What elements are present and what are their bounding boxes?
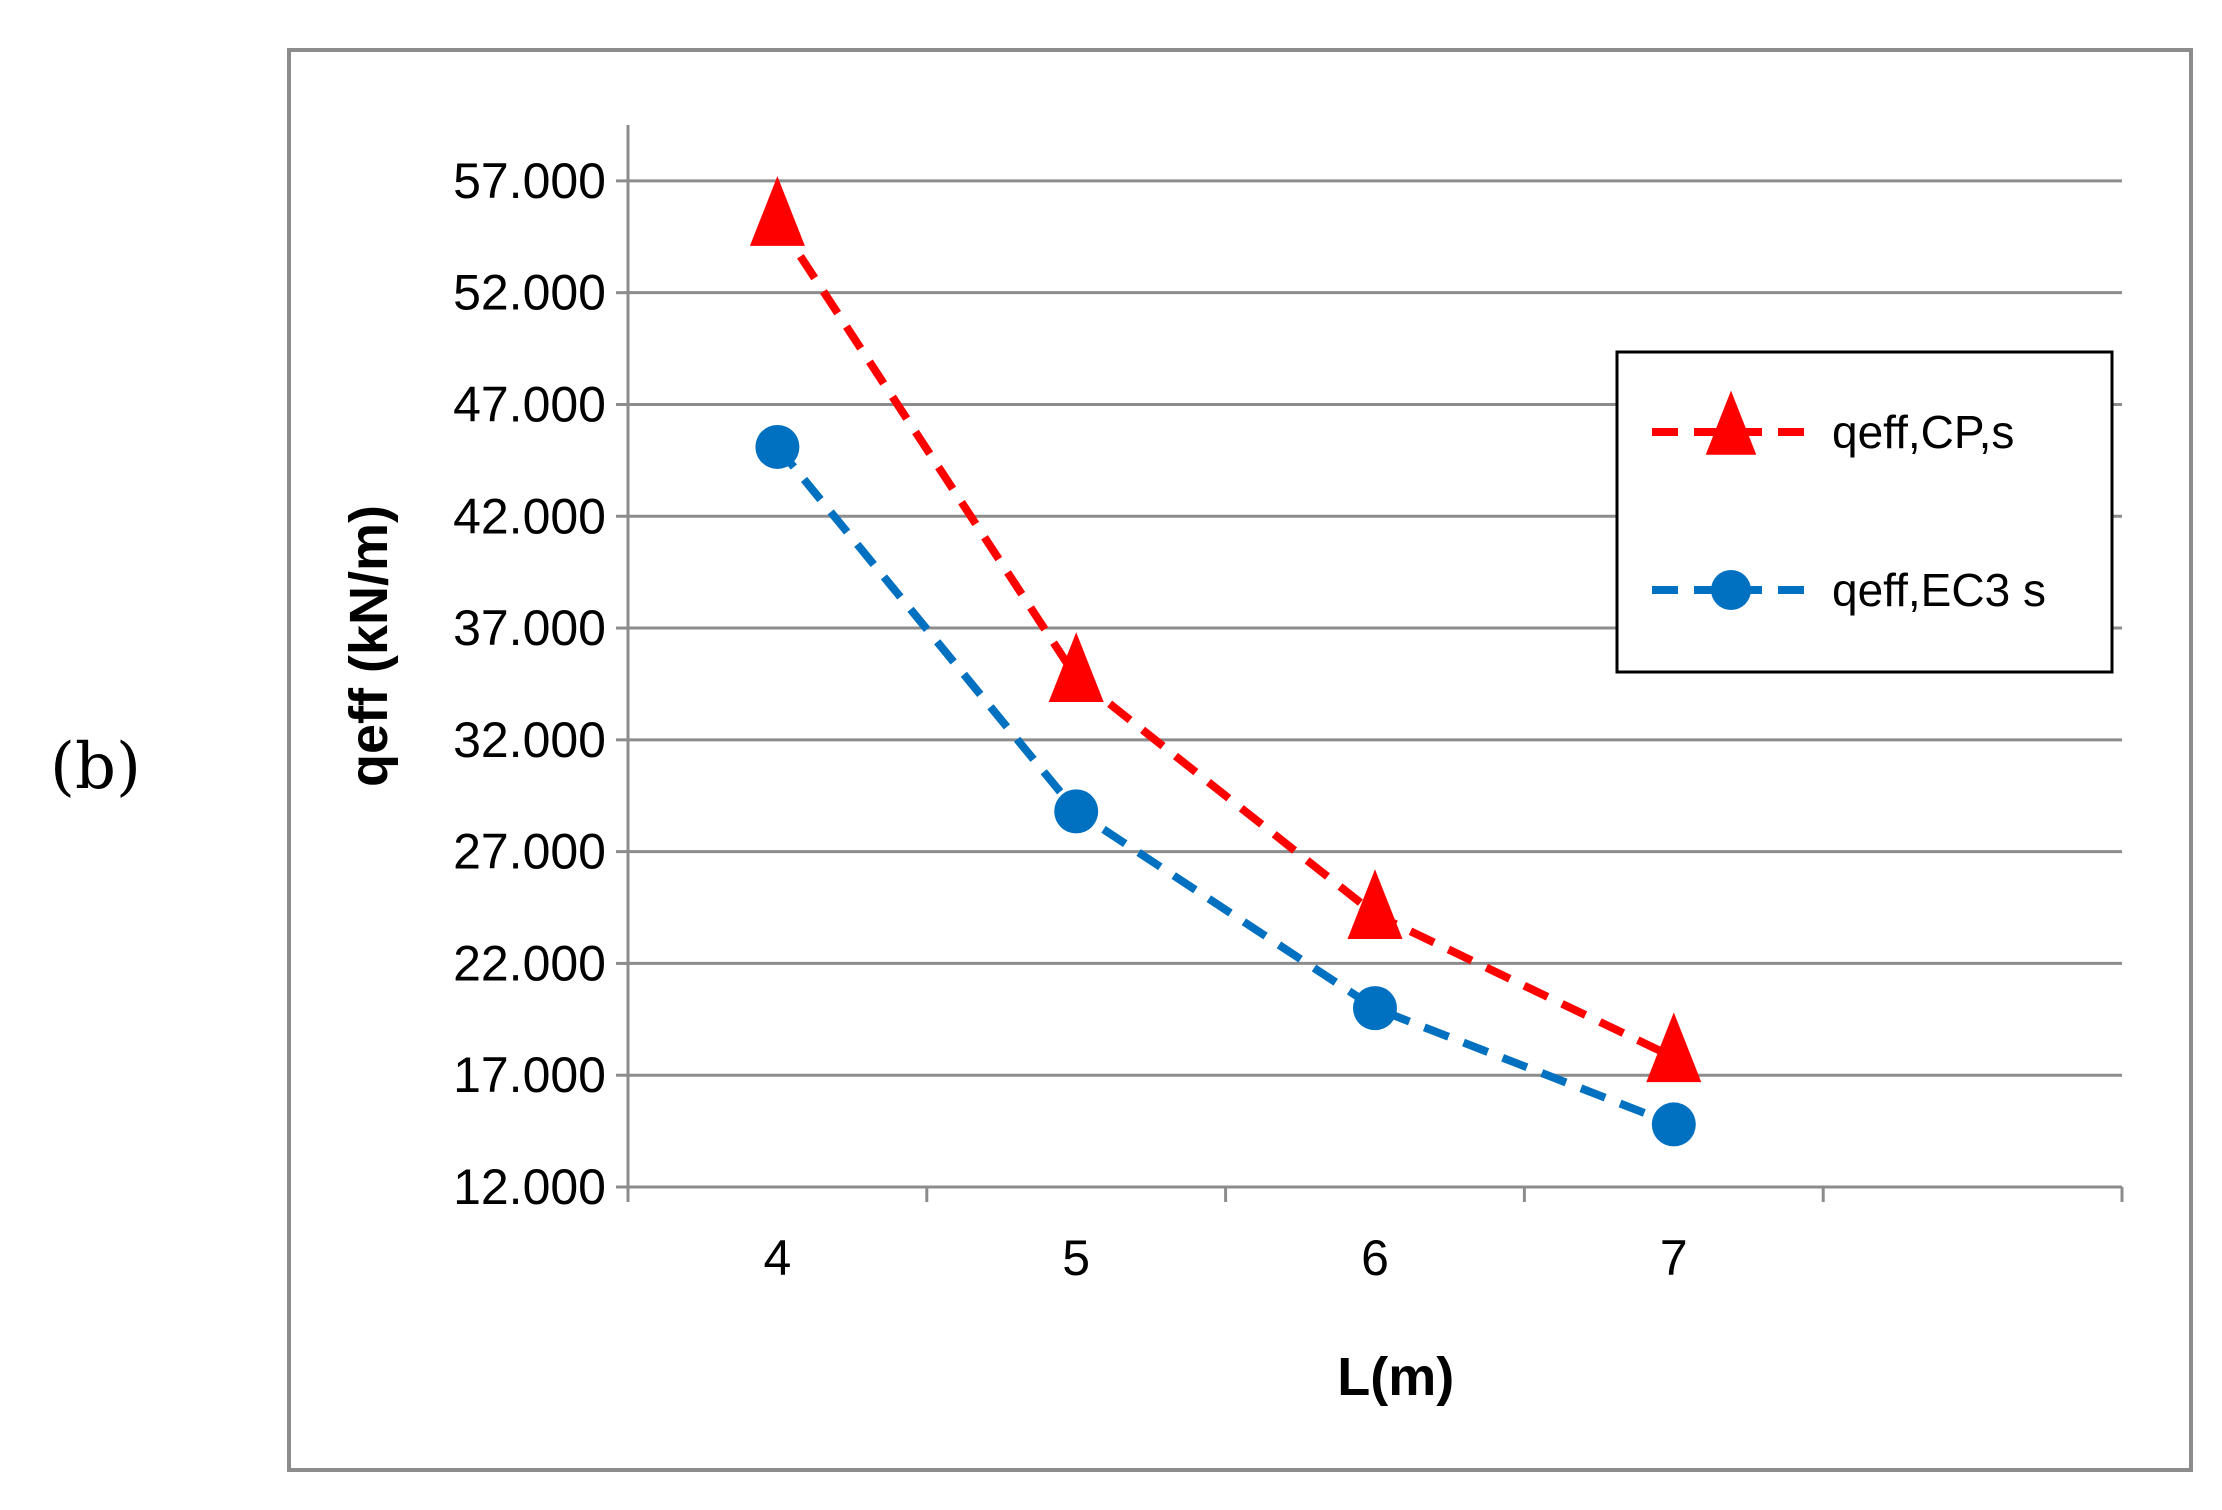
data-point bbox=[755, 424, 800, 469]
x-tick-label: 5 bbox=[1062, 1230, 1090, 1286]
y-tick-label: 57.000 bbox=[453, 153, 606, 209]
y-tick-label: 32.000 bbox=[453, 712, 606, 768]
x-tick-label: 7 bbox=[1660, 1230, 1688, 1286]
y-tick-label: 12.000 bbox=[453, 1159, 606, 1215]
panel-label: (b) bbox=[50, 730, 141, 804]
y-axis-title: qeff (kN/m) bbox=[339, 505, 399, 787]
legend-label: qeff,EC3 s bbox=[1832, 564, 2046, 616]
data-point bbox=[749, 176, 805, 246]
series-line bbox=[774, 218, 1676, 1061]
y-tick-label: 22.000 bbox=[453, 935, 606, 991]
y-tick-label: 52.000 bbox=[453, 265, 606, 321]
y-tick-label: 42.000 bbox=[453, 488, 606, 544]
legend-entry: qeff,EC3 s bbox=[1652, 564, 2046, 616]
y-tick-label: 47.000 bbox=[453, 376, 606, 432]
y-tick-labels: 12.000 17.000 22.000 27.000 32.000 37.000 42.0… bbox=[453, 153, 606, 1215]
legend-box bbox=[1615, 350, 2114, 674]
legend-marker bbox=[1705, 390, 1757, 455]
series-cp bbox=[749, 176, 1702, 1083]
y-tick-label: 27.000 bbox=[453, 824, 606, 880]
legend-entry: qeff,CP,s bbox=[1652, 390, 2014, 458]
legend-marker bbox=[1711, 570, 1751, 610]
data-point bbox=[1347, 869, 1403, 939]
chart-frame bbox=[287, 48, 2193, 1472]
data-point bbox=[1353, 986, 1397, 1031]
y-tick-label: 37.000 bbox=[453, 600, 606, 656]
x-tick-label: 4 bbox=[763, 1230, 791, 1286]
x-axis-title: L(m) bbox=[1337, 1347, 1454, 1407]
axes bbox=[616, 125, 2124, 1202]
series-ec3 bbox=[755, 424, 1696, 1147]
series-line bbox=[774, 444, 1676, 1129]
data-point bbox=[1054, 789, 1099, 834]
data-point bbox=[1646, 1012, 1702, 1083]
data-point bbox=[1651, 1102, 1696, 1147]
y-tick-label: 17.000 bbox=[453, 1047, 606, 1103]
x-tick-labels: 4 5 6 7 bbox=[763, 1230, 1687, 1286]
x-tick-label: 6 bbox=[1361, 1230, 1389, 1286]
data-point bbox=[1048, 632, 1104, 702]
legend-label: qeff,CP,s bbox=[1832, 406, 2014, 458]
series-layer bbox=[749, 176, 1702, 1147]
legend: qeff,CP,s qeff,EC3 s bbox=[1615, 350, 2114, 674]
